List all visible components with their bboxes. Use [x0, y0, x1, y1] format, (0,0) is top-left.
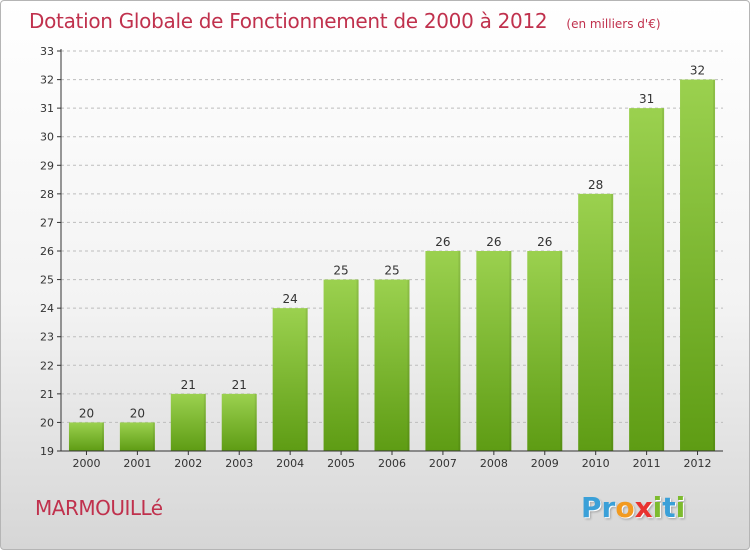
x-tick-label: 2008	[480, 457, 508, 470]
bar-2003	[221, 393, 257, 451]
data-label: 31	[639, 92, 654, 106]
data-label: 26	[537, 235, 552, 249]
bar-shade	[152, 422, 155, 451]
y-tick-label: 29	[40, 159, 54, 172]
bar-2005	[323, 279, 359, 451]
bar-2008	[476, 251, 512, 451]
y-tick-label: 24	[40, 302, 54, 315]
bar-2000	[68, 422, 104, 451]
bar-shade	[611, 193, 614, 451]
bar-2004	[272, 308, 308, 451]
bar-shade	[662, 108, 665, 452]
bar-shade	[713, 79, 716, 452]
x-tick-label: 2007	[429, 457, 457, 470]
y-tick-label: 33	[40, 45, 54, 58]
bar-2002	[170, 393, 206, 451]
y-tick-label: 32	[40, 74, 54, 87]
data-label: 26	[435, 235, 450, 249]
data-label: 24	[283, 292, 298, 306]
y-tick-label: 30	[40, 131, 54, 144]
x-tick-label: 2009	[531, 457, 559, 470]
data-label: 25	[333, 264, 348, 278]
logo-letter: i	[675, 491, 686, 524]
x-tick-label: 2003	[225, 457, 253, 470]
x-tick-label: 2006	[378, 457, 406, 470]
logo-letter: o	[615, 491, 635, 524]
y-tick-label: 31	[40, 102, 54, 115]
bar-2001	[119, 422, 155, 451]
y-tick-label: 20	[40, 416, 54, 429]
x-tick-label: 2001	[123, 457, 151, 470]
bar-shade	[254, 393, 257, 451]
proxiti-logo[interactable]: Proxiti	[581, 491, 685, 524]
bar-shade	[458, 251, 461, 451]
x-tick-label: 2002	[174, 457, 202, 470]
chart-unit: (en milliers d'€)	[566, 17, 661, 31]
y-tick-label: 27	[40, 216, 54, 229]
bar-shade	[407, 279, 410, 451]
bar-2010	[578, 193, 614, 451]
data-label: 26	[486, 235, 501, 249]
data-label: 28	[588, 178, 603, 192]
x-tick-label: 2012	[684, 457, 712, 470]
labels: 19 20 21 22 23 24 25 26 27 28 29 30 31 32 33 20 2000 20 20…	[40, 45, 712, 470]
bar-2011	[629, 108, 665, 452]
logo-letter: i	[652, 491, 663, 524]
chart-title: Dotation Globale de Fonctionnement de 20…	[29, 9, 548, 33]
bar-2006	[374, 279, 410, 451]
data-label: 21	[181, 378, 196, 392]
bars	[68, 79, 716, 452]
x-tick-label: 2010	[582, 457, 610, 470]
data-label: 32	[690, 64, 705, 78]
data-label: 20	[130, 406, 145, 420]
x-tick-label: 2000	[72, 457, 100, 470]
y-tick-label: 22	[40, 359, 54, 372]
axes	[57, 49, 723, 455]
bar-2012	[680, 79, 716, 452]
bar-shade	[560, 251, 563, 451]
y-tick-label: 23	[40, 331, 54, 344]
bar-shade	[101, 422, 104, 451]
bar-2009	[527, 251, 563, 451]
commune-name: MARMOUILLé	[35, 496, 163, 520]
logo-letter: x	[634, 491, 653, 524]
y-tick-label: 19	[40, 445, 54, 458]
data-label: 21	[232, 378, 247, 392]
logo-letter: r	[601, 491, 616, 524]
data-label: 20	[79, 406, 94, 420]
y-tick-label: 21	[40, 388, 54, 401]
title-row: Dotation Globale de Fonctionnement de 20…	[29, 9, 661, 33]
y-tick-label: 28	[40, 188, 54, 201]
x-tick-label: 2005	[327, 457, 355, 470]
bar-2007	[425, 251, 461, 451]
bar-shade	[203, 393, 206, 451]
y-tick-label: 26	[40, 245, 54, 258]
data-label: 25	[384, 264, 399, 278]
x-tick-label: 2004	[276, 457, 304, 470]
logo-letter: t	[662, 491, 676, 524]
x-tick-label: 2011	[633, 457, 661, 470]
y-tick-label: 25	[40, 274, 54, 287]
bar-shade	[305, 308, 308, 451]
bar-shade	[509, 251, 512, 451]
bar-shade	[356, 279, 359, 451]
logo-letter: P	[581, 491, 602, 524]
